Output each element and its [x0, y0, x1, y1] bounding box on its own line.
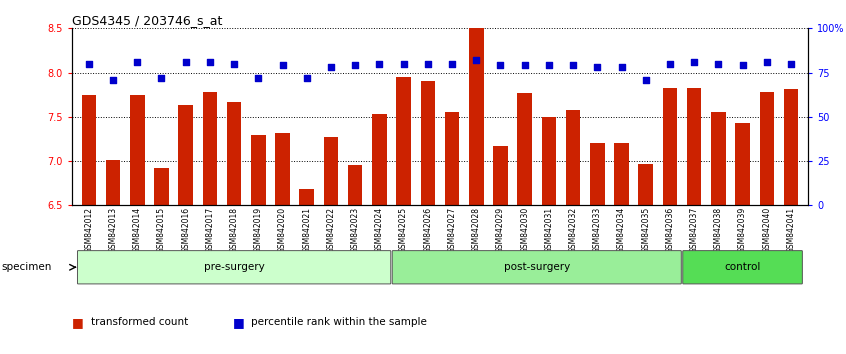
- Point: [542, 63, 556, 68]
- Point: [470, 57, 483, 63]
- Bar: [81, 95, 96, 205]
- Text: ■: ■: [233, 316, 244, 329]
- Point: [711, 61, 725, 67]
- Bar: [372, 114, 387, 205]
- Bar: [445, 113, 459, 205]
- Point: [228, 61, 241, 67]
- Point: [397, 61, 410, 67]
- Text: ■: ■: [72, 316, 84, 329]
- Point: [107, 77, 120, 82]
- Point: [300, 75, 314, 81]
- Text: transformed count: transformed count: [91, 317, 188, 327]
- Point: [203, 59, 217, 65]
- Text: pre-surgery: pre-surgery: [204, 262, 265, 272]
- Text: GDS4345 / 203746_s_at: GDS4345 / 203746_s_at: [72, 14, 222, 27]
- Text: specimen: specimen: [2, 262, 52, 272]
- Point: [276, 63, 289, 68]
- Point: [421, 61, 435, 67]
- Bar: [251, 135, 266, 205]
- Point: [615, 64, 629, 70]
- Bar: [275, 133, 290, 205]
- Bar: [614, 143, 629, 205]
- Point: [566, 63, 580, 68]
- FancyBboxPatch shape: [683, 251, 802, 284]
- Bar: [130, 95, 145, 205]
- Bar: [639, 164, 653, 205]
- Text: percentile rank within the sample: percentile rank within the sample: [251, 317, 427, 327]
- Bar: [783, 88, 799, 205]
- Bar: [179, 105, 193, 205]
- Bar: [541, 117, 556, 205]
- Bar: [493, 146, 508, 205]
- Bar: [590, 143, 605, 205]
- Point: [736, 63, 750, 68]
- Point: [663, 61, 677, 67]
- Point: [372, 61, 386, 67]
- Bar: [469, 28, 484, 205]
- Text: post-surgery: post-surgery: [503, 262, 570, 272]
- Bar: [420, 81, 435, 205]
- Point: [349, 63, 362, 68]
- Point: [494, 63, 508, 68]
- Bar: [106, 160, 120, 205]
- Bar: [566, 110, 580, 205]
- Bar: [227, 102, 241, 205]
- Point: [324, 64, 338, 70]
- Bar: [396, 77, 411, 205]
- Bar: [203, 92, 217, 205]
- Point: [82, 61, 96, 67]
- Point: [251, 75, 265, 81]
- Point: [639, 77, 652, 82]
- FancyBboxPatch shape: [78, 251, 391, 284]
- Text: control: control: [724, 262, 761, 272]
- Bar: [154, 168, 168, 205]
- Point: [687, 59, 700, 65]
- FancyBboxPatch shape: [393, 251, 681, 284]
- Point: [760, 59, 773, 65]
- Bar: [687, 88, 701, 205]
- Point: [784, 61, 798, 67]
- Bar: [299, 189, 314, 205]
- Bar: [735, 123, 750, 205]
- Point: [591, 64, 604, 70]
- Bar: [348, 166, 362, 205]
- Point: [155, 75, 168, 81]
- Bar: [518, 93, 532, 205]
- Point: [445, 61, 459, 67]
- Point: [518, 63, 531, 68]
- Bar: [324, 137, 338, 205]
- Bar: [711, 113, 726, 205]
- Point: [179, 59, 193, 65]
- Bar: [662, 88, 677, 205]
- Bar: [760, 92, 774, 205]
- Point: [130, 59, 144, 65]
